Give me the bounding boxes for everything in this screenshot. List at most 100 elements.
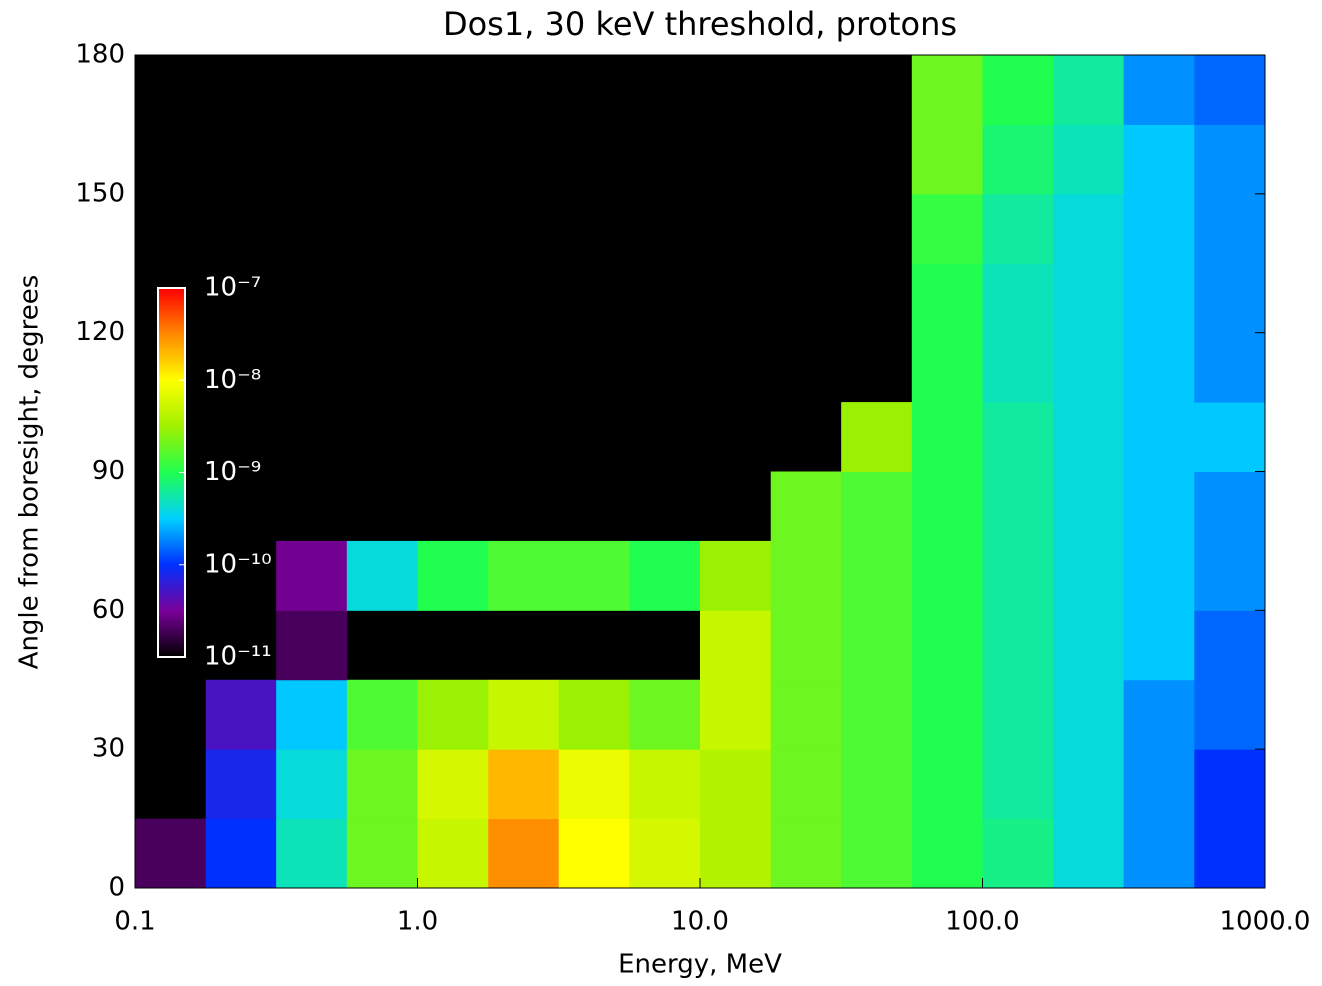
heatmap-cell (1194, 124, 1266, 195)
x-tick-label: 10.0 (671, 907, 729, 937)
heatmap-cell (276, 679, 348, 750)
heatmap-cell (982, 679, 1054, 750)
heatmap-cell (1053, 540, 1125, 611)
heatmap-cell (276, 610, 348, 681)
heatmap-cell (700, 749, 772, 820)
heatmap-cell (982, 124, 1054, 195)
heatmap-cell (1053, 749, 1125, 820)
heatmap-cell (982, 402, 1054, 472)
heatmap-cell (276, 749, 348, 820)
heatmap-cell (558, 749, 630, 820)
heatmap-cell (982, 263, 1054, 334)
y-tick-label: 120 (75, 317, 125, 347)
heatmap-cell (1194, 55, 1266, 125)
heatmap-cell (417, 679, 489, 750)
heatmap-cell (700, 610, 772, 681)
heatmap-cell (558, 818, 630, 889)
heatmap-cell (770, 749, 842, 820)
heatmap-cell (982, 610, 1054, 681)
heatmap-cell (1123, 679, 1195, 750)
heatmap-cell (1194, 471, 1266, 542)
heatmap-cell (276, 540, 348, 611)
heatmap-cell (982, 332, 1054, 403)
heatmap-cell (911, 402, 983, 472)
heatmap-cell (1194, 332, 1266, 403)
x-tick-label: 100.0 (945, 907, 1019, 937)
heatmap-cell (1053, 679, 1125, 750)
y-tick-label: 150 (75, 178, 125, 208)
heatmap-cell (841, 749, 913, 820)
heatmap-cell (911, 193, 983, 264)
heatmap-cell (770, 610, 842, 681)
x-tick-label: 1000.0 (1220, 907, 1311, 937)
heatmap-cell (770, 471, 842, 542)
heatmap-cell (982, 55, 1054, 125)
heatmap-cell (770, 818, 842, 889)
heatmap-cell (700, 818, 772, 889)
heatmap-cell (982, 540, 1054, 611)
heatmap-cell (417, 818, 489, 889)
heatmap-cell (629, 540, 701, 611)
heatmap-cell (770, 679, 842, 750)
heatmap-cell (841, 610, 913, 681)
heatmap-cell (1194, 402, 1266, 472)
x-tick-label: 1.0 (397, 907, 438, 937)
heatmap-cell (911, 749, 983, 820)
heatmap-cell (911, 124, 983, 195)
colorbar (157, 287, 186, 658)
heatmap-cell (1053, 55, 1125, 125)
heatmap-cell (1123, 818, 1195, 889)
heatmap-cell (911, 263, 983, 334)
heatmap-cell (205, 679, 277, 750)
y-axis-label: Angle from boresight, degrees (15, 275, 45, 670)
heatmap-cell (629, 818, 701, 889)
heatmap-cell (488, 818, 560, 889)
heatmap-cell (1053, 193, 1125, 264)
x-tick-label: 0.1 (114, 907, 155, 937)
heatmap-cell (1194, 679, 1266, 750)
heatmap-cell (841, 818, 913, 889)
heatmap-cell (346, 540, 418, 611)
heatmap-cell (417, 540, 489, 611)
heatmap-cell (1123, 55, 1195, 125)
heatmap-cell (1194, 610, 1266, 681)
heatmap-cell (1053, 263, 1125, 334)
chart-title: Dos1, 30 keV threshold, protons (443, 5, 957, 43)
heatmap-cell (911, 471, 983, 542)
heatmap-cell (911, 610, 983, 681)
heatmap-cell (1194, 749, 1266, 820)
heatmap-cell (911, 332, 983, 403)
heatmap-cell (1123, 193, 1195, 264)
heatmap-cell (1123, 610, 1195, 681)
heatmap-cell (982, 193, 1054, 264)
heatmap-cell (1123, 749, 1195, 820)
heatmap-cell (1194, 263, 1266, 334)
heatmap-cell (1053, 818, 1125, 889)
heatmap-cell (346, 749, 418, 820)
heatmap-cell (1053, 124, 1125, 195)
heatmap-cell (1123, 124, 1195, 195)
heatmap-cell (558, 540, 630, 611)
y-tick-label: 90 (92, 456, 125, 486)
colorbar-tick-label: 10⁻¹⁰ (204, 549, 272, 579)
heatmap-cell (1194, 193, 1266, 264)
heatmap-cell (911, 540, 983, 611)
y-tick-label: 60 (92, 595, 125, 625)
heatmap-cell (1123, 263, 1195, 334)
y-tick-label: 30 (92, 734, 125, 764)
heatmap-cell (488, 749, 560, 820)
heatmap-cell (1123, 332, 1195, 403)
heatmap-cell (629, 679, 701, 750)
heatmap-cell (841, 679, 913, 750)
heatmap-cell (205, 818, 277, 889)
heatmap-cell (1123, 540, 1195, 611)
heatmap-cell (982, 818, 1054, 889)
heatmap-cell (911, 55, 983, 125)
heatmap-cell (841, 471, 913, 542)
heatmap-cell (417, 749, 489, 820)
heatmap-cell (770, 540, 842, 611)
heatmap-cell (841, 540, 913, 611)
heatmap-cell (205, 749, 277, 820)
heatmap-cell (982, 749, 1054, 820)
